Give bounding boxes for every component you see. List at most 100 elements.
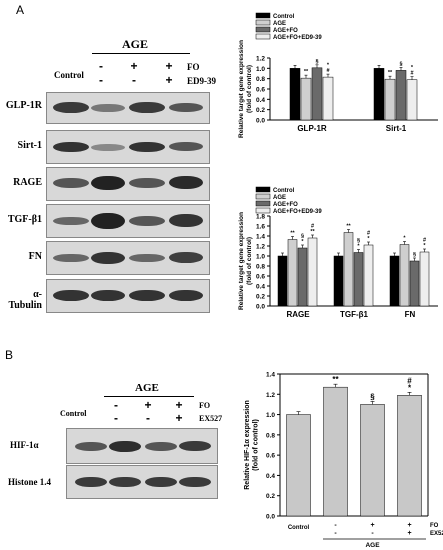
- legend-swatch: [255, 19, 271, 26]
- y-tick-label: 1.2: [256, 244, 265, 251]
- bar-fn-1: [399, 244, 410, 307]
- significance-mark: §: [399, 61, 402, 67]
- panel-b-ex-sign-2: -: [146, 411, 150, 425]
- bar-glp1r-2: [311, 67, 323, 121]
- bar-fn-0: [389, 255, 400, 307]
- significance-mark: §: [301, 234, 304, 240]
- y-tick-label: 1.4: [266, 372, 275, 379]
- x-tick-label: Sirt-1: [386, 124, 407, 133]
- legend-swatch: [255, 200, 271, 207]
- bar-hif1a-2: [360, 404, 385, 517]
- blot-glp1r: [46, 92, 210, 124]
- bar-tgf1-0: [333, 255, 344, 307]
- panel-a-ed-sign-3: +: [165, 73, 173, 87]
- panel-b-ex-label: EX527: [199, 414, 223, 423]
- panel-b-fo-label: FO: [199, 401, 211, 410]
- bar-glp1r-3: [322, 76, 334, 121]
- significance-mark: **: [290, 231, 295, 237]
- panel-b-letter: B: [5, 348, 14, 362]
- blot-label-rage: RAGE: [13, 177, 42, 188]
- panel-a-fo-label: FO: [187, 62, 200, 72]
- legend-swatch: [255, 26, 271, 33]
- y-tick-label: 0.6: [266, 453, 275, 460]
- x-tick-label: FN: [405, 310, 416, 319]
- blot-label-tgfb1: TGF-β1: [7, 214, 42, 225]
- significance-mark: **: [310, 229, 315, 235]
- panel-b-fo-sign-2: +: [144, 398, 152, 412]
- x-ex-label: EX527: [430, 531, 443, 537]
- significance-mark: §: [357, 238, 360, 244]
- significance-mark: §: [370, 392, 375, 401]
- panel-b-fo-sign-1: -: [114, 398, 118, 412]
- y-tick-label: 1.0: [256, 66, 265, 73]
- blot-histone: [66, 465, 218, 499]
- y-tick-label: 0.2: [256, 294, 265, 301]
- significance-mark: §: [413, 252, 416, 258]
- significance-mark: *: [367, 236, 370, 242]
- legend-label: AGE+FO+ED9-39: [273, 209, 322, 215]
- panel-a-ed-sign-1: -: [99, 73, 103, 87]
- significance-mark: **: [304, 69, 309, 75]
- bar-sirt1-2: [395, 70, 407, 121]
- bar-sirt1-3: [406, 79, 418, 121]
- chart-hif1a: 0.0 0.2 0.4 0.6 0.8 1.0 1.2 1.4 Relative HIF-1α …: [244, 372, 443, 550]
- y-tick-label: 0.4: [256, 97, 265, 104]
- panel-b-control-label: Control: [60, 409, 87, 418]
- significance-mark: *: [301, 239, 304, 245]
- significance-mark: #: [407, 376, 412, 385]
- legend-swatch: [255, 12, 271, 19]
- y-tick-label: 0.8: [266, 432, 275, 439]
- bar-tgf1-2: [353, 252, 364, 307]
- y-tick-label: 0.2: [256, 107, 265, 114]
- significance-mark: *: [408, 383, 412, 392]
- panel-a-fo-sign-2: +: [130, 59, 138, 73]
- x-tick-label: RAGE: [286, 310, 310, 319]
- blot-label-histone: Histone 1.4: [8, 477, 52, 487]
- significance-mark: #: [367, 231, 370, 237]
- panel-b-age-line: [104, 396, 194, 397]
- panel-b-age-header: AGE: [135, 382, 159, 394]
- bar-hif1a-3: [397, 395, 422, 517]
- x-fo-label: FO: [430, 523, 439, 529]
- y-tick-label: 0.8: [256, 264, 265, 271]
- panel-b-ex-sign-1: -: [114, 411, 118, 425]
- bar-rage-1: [287, 239, 298, 307]
- significance-mark: #: [311, 224, 314, 230]
- y-axis-label: Relative target gene expression(fold of …: [238, 40, 253, 138]
- panel-a-fo-sign-3: +: [165, 59, 173, 73]
- panel-a-age-line: [92, 53, 190, 54]
- panel-b-fo-sign-3: +: [175, 398, 183, 412]
- panel-a-fo-sign-1: -: [99, 59, 103, 73]
- blot-label-glp1r: GLP-1R: [5, 100, 42, 111]
- significance-mark: #: [423, 238, 426, 244]
- bar-rage-2: [297, 247, 308, 307]
- legend-label: Control: [273, 14, 295, 20]
- legend-label: AGE+FO: [273, 202, 298, 208]
- panel-a-letter: A: [16, 3, 25, 17]
- bar-rage-0: [277, 255, 288, 307]
- y-tick-label: 0.2: [266, 493, 275, 500]
- y-tick-label: 1.8: [256, 214, 265, 221]
- y-tick-label: 0.4: [256, 284, 265, 291]
- bar-fn-3: [419, 251, 430, 307]
- significance-mark: *: [423, 243, 426, 249]
- significance-mark: **: [332, 375, 339, 384]
- y-axis-label: Relative HIF-1α expression (fold of contr…: [244, 400, 260, 490]
- blot-fn: [46, 241, 210, 275]
- legend-swatch: [255, 186, 271, 193]
- y-tick-label: 0.0: [256, 304, 265, 311]
- blot-label-tubulin: α-Tubulin: [8, 289, 42, 311]
- significance-mark: **: [346, 224, 351, 230]
- x-tick-label: TGF-β1: [340, 310, 369, 319]
- y-tick-label: 1.4: [256, 234, 265, 241]
- y-tick-label: 0.0: [256, 118, 265, 125]
- legend-swatch: [255, 207, 271, 214]
- bar-glp1r-1: [300, 77, 312, 121]
- x-ex-sign: -: [334, 530, 337, 537]
- significance-mark: *: [357, 244, 360, 250]
- legend-swatch: [255, 33, 271, 40]
- y-axis-label: Relative target gene expression(fold of …: [238, 212, 253, 310]
- bar-fn-2: [409, 260, 420, 307]
- significance-mark: §: [315, 59, 318, 65]
